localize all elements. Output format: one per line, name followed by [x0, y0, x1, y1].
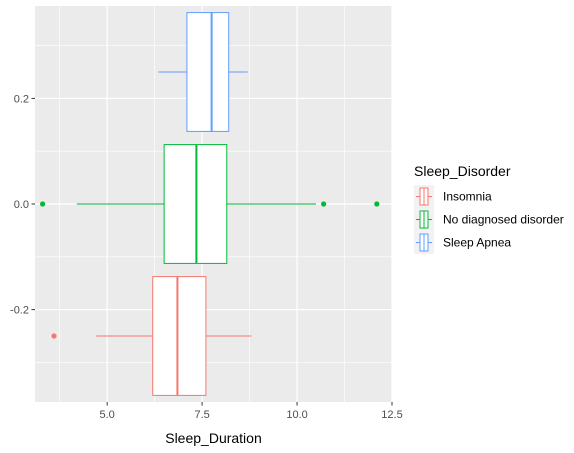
box-sleep-apnea: [158, 12, 248, 132]
box-no-diagnosed-disorder: [39, 144, 380, 264]
x-tick-label: 7.5: [194, 409, 209, 421]
x-axis-title: Sleep_Duration: [165, 430, 262, 446]
legend-label: Insomnia: [443, 190, 492, 204]
box-insomnia: [51, 276, 252, 396]
outlier-point: [51, 333, 57, 339]
x-tick-label: 10.0: [286, 409, 307, 421]
axes: 5.0 7.5 10.0 12.5 -0.2 0.0 0.2: [10, 93, 403, 421]
legend-item: No diagnosed disorder: [414, 208, 564, 231]
box-iqr: [152, 276, 207, 396]
legend-title: Sleep_Disorder: [414, 163, 511, 179]
box-series: [39, 12, 380, 396]
legend-label: No diagnosed disorder: [443, 213, 564, 227]
legend-item: Insomnia: [414, 185, 492, 208]
outlier-point: [321, 201, 327, 207]
legend-item: Sleep Apnea: [414, 231, 511, 254]
legend-label: Sleep Apnea: [443, 236, 511, 250]
outlier-point: [374, 201, 380, 207]
legend: Sleep_Disorder Insomnia No diagnosed diso…: [414, 163, 564, 254]
box-iqr: [186, 12, 230, 132]
y-tick-label: 0.0: [14, 199, 29, 211]
x-tick-label: 12.5: [381, 409, 402, 421]
y-tick-label: -0.2: [10, 305, 29, 317]
outlier-point: [39, 201, 46, 207]
x-tick-label: 5.0: [100, 409, 115, 421]
y-tick-label: 0.2: [14, 93, 29, 105]
